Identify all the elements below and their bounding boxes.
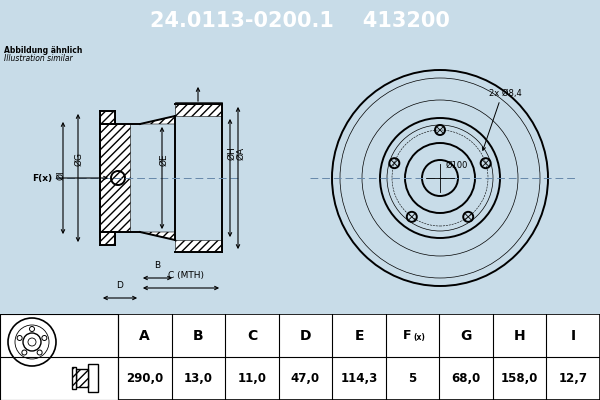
Bar — [100, 111, 115, 124]
Text: 11,0: 11,0 — [238, 372, 266, 385]
Text: ØG: ØG — [74, 152, 83, 166]
Text: ØI: ØI — [56, 170, 65, 180]
Text: E: E — [354, 328, 364, 342]
Text: (x): (x) — [413, 333, 425, 342]
Text: F: F — [403, 329, 412, 342]
Bar — [72, 367, 76, 389]
Text: I: I — [571, 328, 576, 342]
Bar — [100, 124, 130, 232]
Text: H: H — [514, 328, 526, 342]
Text: 2x Ø8,4: 2x Ø8,4 — [488, 89, 521, 98]
Text: Ø100: Ø100 — [446, 161, 469, 170]
Bar — [76, 369, 88, 387]
Text: 13,0: 13,0 — [184, 372, 213, 385]
Text: ØE: ØE — [160, 153, 169, 166]
Text: B: B — [193, 328, 203, 342]
Text: Abbildung ähnlich: Abbildung ähnlich — [4, 46, 82, 55]
Text: 68,0: 68,0 — [451, 372, 481, 385]
Bar — [0, 314, 118, 400]
Text: D: D — [116, 281, 124, 290]
Text: 158,0: 158,0 — [501, 372, 538, 385]
Text: B: B — [154, 261, 161, 270]
Text: C (MTH): C (MTH) — [168, 271, 204, 280]
Bar — [175, 240, 222, 252]
Text: 290,0: 290,0 — [126, 372, 163, 385]
Text: 5: 5 — [409, 372, 416, 385]
Text: F(x): F(x) — [32, 174, 52, 182]
Text: ØA: ØA — [236, 147, 245, 160]
Polygon shape — [140, 232, 175, 240]
Text: G: G — [460, 328, 472, 342]
Text: ØH: ØH — [227, 146, 236, 160]
Polygon shape — [140, 116, 175, 124]
Text: 114,3: 114,3 — [340, 372, 377, 385]
Text: 47,0: 47,0 — [291, 372, 320, 385]
Text: 24.0113-0200.1    413200: 24.0113-0200.1 413200 — [150, 11, 450, 31]
Bar — [100, 232, 115, 245]
Bar — [88, 364, 98, 392]
Text: 12,7: 12,7 — [559, 372, 588, 385]
Bar — [175, 104, 222, 116]
Text: D: D — [299, 328, 311, 342]
Text: C: C — [247, 328, 257, 342]
Text: Illustration similar: Illustration similar — [4, 54, 73, 63]
Text: A: A — [139, 328, 150, 342]
